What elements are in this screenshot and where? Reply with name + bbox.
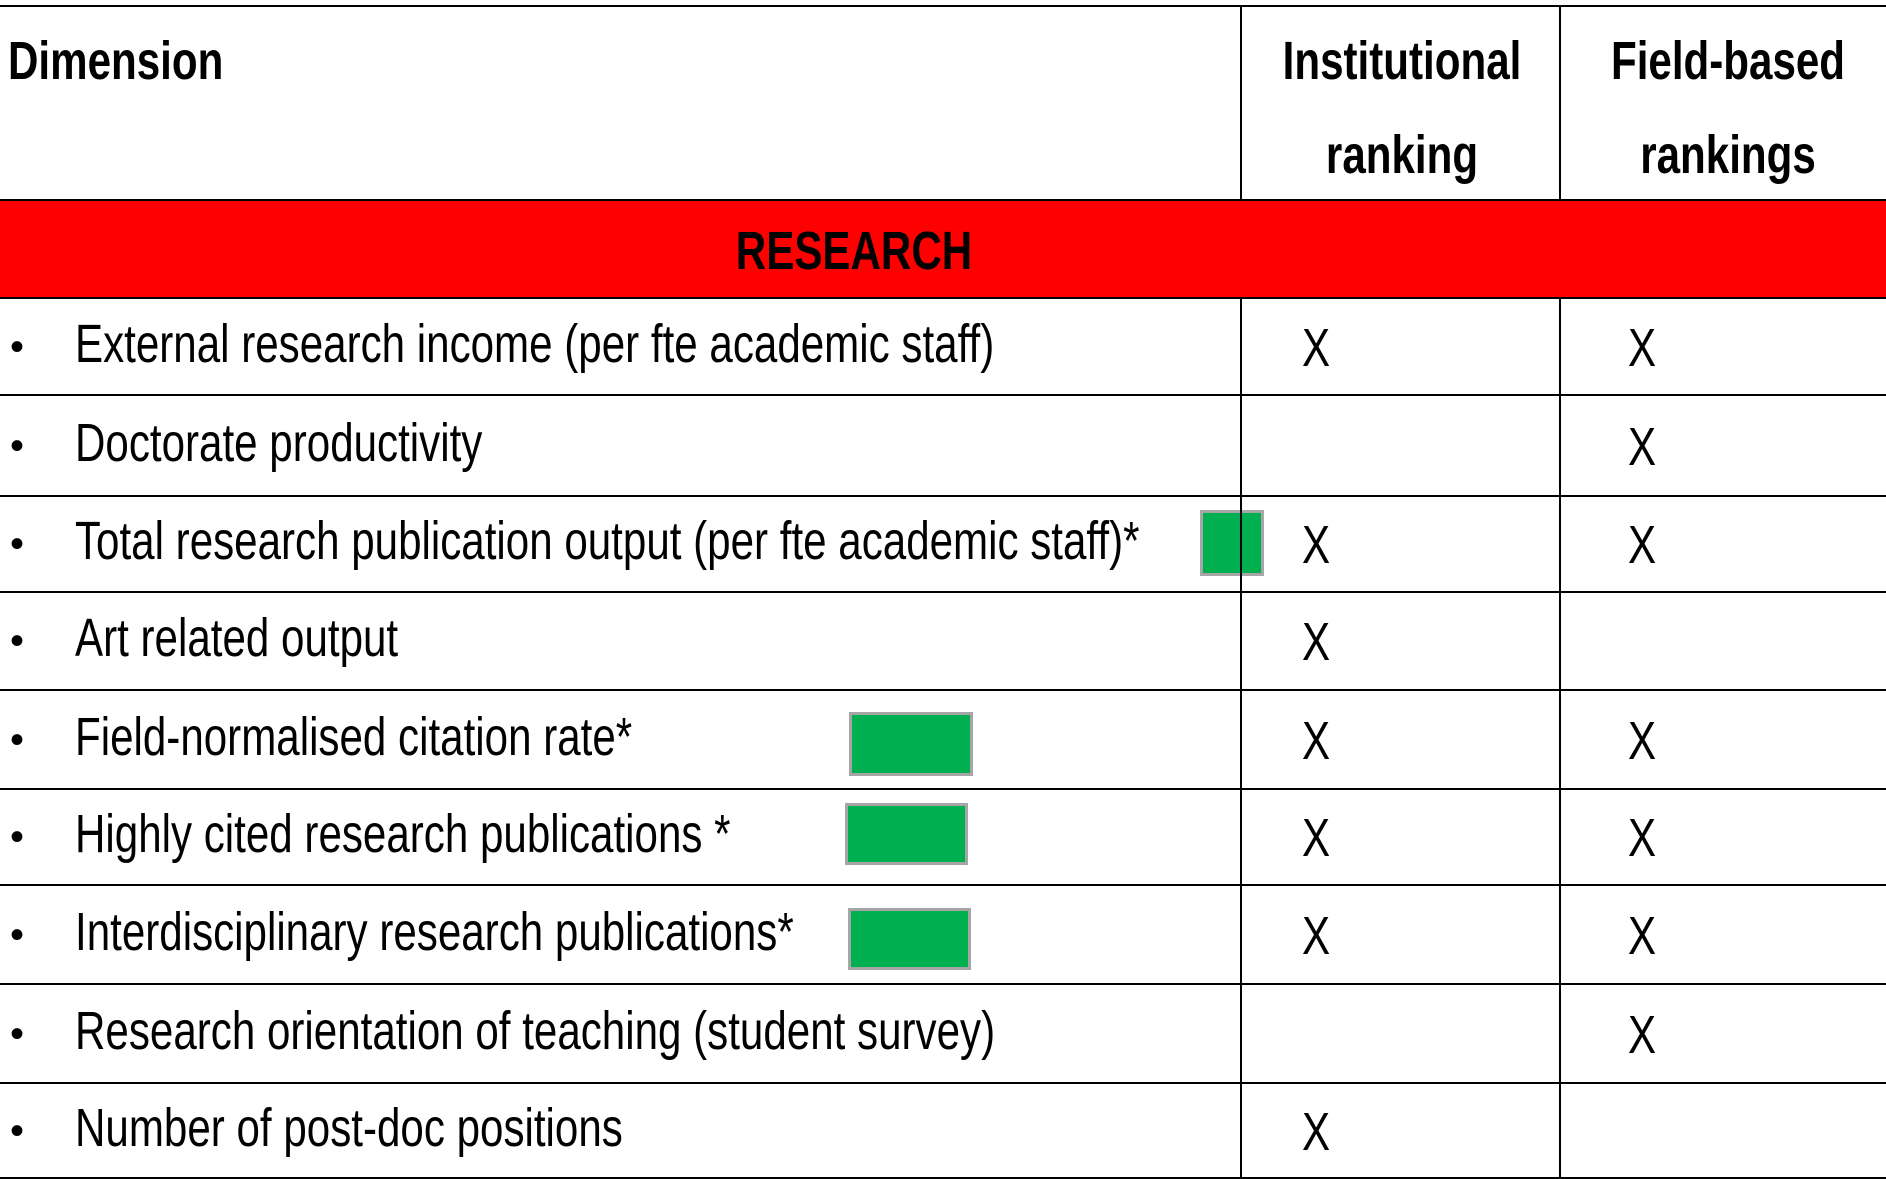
dimension-cell: Research orientation of teaching (studen…	[75, 1000, 996, 1061]
green-marker	[848, 908, 971, 970]
col-border	[1240, 298, 1242, 1178]
header-cell: Dimension	[8, 31, 224, 91]
mark-cell: X	[1627, 710, 1657, 771]
bullet: •	[10, 619, 25, 663]
bullet: •	[10, 717, 25, 762]
bullet: •	[10, 1108, 25, 1153]
mark-cell: X	[1627, 905, 1657, 966]
row-border	[0, 591, 1886, 593]
section-title: RESEARCH	[735, 221, 973, 281]
col-border	[1240, 6, 1242, 200]
dimension-cell: Total research publication output (per f…	[75, 511, 1140, 571]
bullet: •	[10, 815, 25, 859]
mark-cell: X	[1301, 317, 1331, 378]
bullet: •	[10, 324, 25, 369]
dimension-cell: Interdisciplinary research publications*	[75, 901, 794, 962]
bullet: •	[10, 1011, 25, 1056]
mark-cell: X	[1301, 905, 1331, 966]
row-border	[0, 884, 1886, 886]
section-band	[0, 200, 1886, 298]
mark-cell: X	[1627, 317, 1657, 378]
bullet: •	[10, 912, 25, 957]
col-border	[1559, 6, 1561, 200]
dimension-cell: External research income (per fte academ…	[75, 313, 995, 374]
row-border	[0, 495, 1886, 497]
mark-cell: X	[1301, 1101, 1331, 1162]
mark-cell: X	[1301, 612, 1331, 672]
row-border	[0, 297, 1886, 299]
row-border	[0, 394, 1886, 396]
col-border	[1559, 298, 1561, 1178]
green-marker	[1200, 510, 1264, 576]
green-marker	[849, 712, 973, 776]
dimension-cell: Art related output	[75, 608, 399, 668]
row-border	[0, 788, 1886, 790]
bullet: •	[10, 423, 25, 468]
dimension-cell: Field-normalised citation rate*	[75, 706, 633, 767]
green-marker	[845, 803, 968, 865]
dimension-cell: Doctorate productivity	[75, 412, 483, 473]
mark-cell: X	[1627, 515, 1657, 575]
mark-cell: X	[1301, 515, 1331, 575]
row-border	[0, 689, 1886, 691]
mark-cell: X	[1627, 1004, 1657, 1065]
dimension-cell: Highly cited research publications *	[75, 804, 731, 864]
dimension-cell: Number of post-doc positions	[75, 1097, 623, 1158]
row-border	[0, 199, 1886, 201]
header-cell: ranking	[1325, 125, 1479, 185]
row-border	[0, 1082, 1886, 1084]
header-cell: Field-based	[1610, 31, 1846, 91]
header-cell: rankings	[1640, 125, 1816, 185]
header-cell: Institutional	[1282, 31, 1522, 91]
mark-cell: X	[1301, 808, 1331, 868]
mark-cell: X	[1627, 808, 1657, 868]
mark-cell: X	[1627, 416, 1657, 477]
mark-cell: X	[1301, 710, 1331, 771]
row-border	[0, 5, 1886, 7]
row-border	[0, 983, 1886, 985]
bullet: •	[10, 522, 25, 566]
